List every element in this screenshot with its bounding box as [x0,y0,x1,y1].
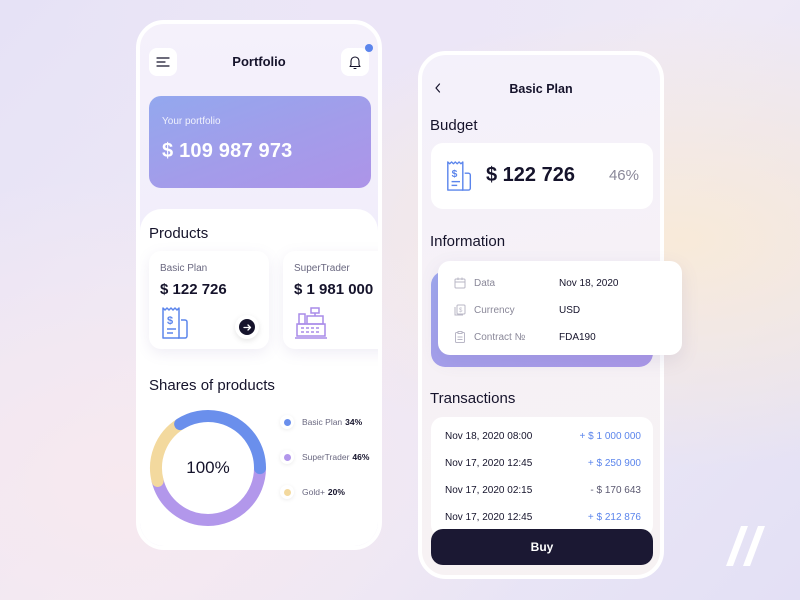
transaction-amount: + $ 212 876 [587,512,641,523]
receipt-icon: $ [447,161,472,191]
transactions-heading: Transactions [430,390,516,407]
product-value: $ 122 726 [160,281,227,298]
budget-value: $ 122 726 [486,164,575,186]
transaction-amount: - $ 170 643 [590,485,641,496]
portfolio-label: Your portfolio [162,116,221,127]
legend-item-gold: Gold+ 20% [280,484,369,500]
svg-text:$: $ [167,315,173,327]
transaction-date: Nov 17, 2020 12:45 [445,512,533,523]
page-title: Basic Plan [509,82,573,96]
bell-icon [349,56,361,70]
notification-badge [365,44,373,52]
donut-center-label: 100% [186,458,230,477]
buy-button[interactable]: Buy [431,529,653,565]
transaction-amount: + $ 1 000 000 [579,431,641,442]
svg-text:$: $ [452,169,458,180]
portfolio-value: $ 109 987 973 [162,140,293,162]
portfolio-header: Portfolio [149,44,373,78]
arrow-right-icon [242,323,251,331]
legend-dot [283,453,291,461]
product-value: $ 1 981 000 [294,281,374,298]
products-heading: Products [149,225,209,242]
legend-label: SuperTrader [302,452,350,462]
product-name: Basic Plan [160,263,208,274]
info-label: Contract № [474,331,526,343]
legend-dot [283,418,291,426]
legend-percent: 20% [327,487,345,497]
menu-button[interactable] [149,48,177,76]
cash-register-icon [295,307,327,339]
info-label: Currency [474,304,515,316]
info-value: Nov 18, 2020 [559,277,619,289]
product-card-basic-plan[interactable]: Basic Plan $ 122 726 $ [149,251,269,349]
portfolio-screen: Portfolio Your portfolio $ 109 987 973 P… [136,20,382,550]
page-title: Portfolio [232,54,286,69]
legend-item-basic-plan: Basic Plan 34% [280,414,369,430]
receipt-icon: $ [162,307,188,339]
legend-percent: 34% [345,417,363,427]
currency-icon: $ [454,304,466,316]
basic-plan-screen: Basic Plan Budget $ $ 122 726 46% Inform… [418,51,682,579]
info-label: Data [474,277,496,289]
transaction-amount: + $ 250 900 [587,458,641,469]
budget-percent: 46% [608,167,639,184]
transactions-list[interactable]: Nov 18, 2020 08:00 + $ 1 000 000 Nov 17,… [431,417,653,537]
clipboard-icon [455,331,465,343]
information-heading: Information [430,233,506,250]
portfolio-summary-card: Your portfolio $ 109 987 973 [149,96,371,188]
calendar-icon [454,277,466,289]
info-value: FDA190 [559,331,596,343]
information-card: Data Nov 18, 2020 $ Currency USD Contrac… [438,261,682,355]
transaction-row[interactable]: Nov 17, 2020 12:45 + $ 250 900 [445,458,641,472]
open-product-button[interactable] [235,315,259,339]
info-row-date: Data Nov 18, 2020 [454,275,619,291]
transaction-date: Nov 17, 2020 02:15 [445,485,533,496]
transaction-date: Nov 18, 2020 08:00 [445,431,533,442]
chevron-left-icon [435,83,441,93]
transaction-row[interactable]: Nov 17, 2020 12:45 + $ 212 876 [445,512,641,526]
shares-legend: Basic Plan 34% SuperTrader 46% Gold+ 20% [280,414,369,519]
legend-dot [283,488,291,496]
back-button[interactable] [434,81,442,96]
shares-heading: Shares of products [149,377,275,394]
product-name: SuperTrader [294,263,350,274]
legend-label: Gold+ [302,487,325,497]
notifications-button[interactable] [341,44,373,76]
info-row-contract: Contract № FDA190 [454,329,596,345]
legend-percent: 46% [352,452,370,462]
menu-icon [156,57,170,67]
svg-text:$: $ [459,308,463,314]
transaction-date: Nov 17, 2020 12:45 [445,458,533,469]
product-card-supertrader[interactable]: SuperTrader $ 1 981 000 [283,251,378,349]
transaction-row[interactable]: Nov 18, 2020 08:00 + $ 1 000 000 [445,431,641,445]
shares-donut-chart [150,409,266,526]
budget-heading: Budget [430,117,478,134]
portfolio-sheet: Products Basic Plan $ 122 726 $ SuperTra [140,209,378,546]
info-row-currency: $ Currency USD [454,302,580,318]
legend-label: Basic Plan [302,417,343,427]
legend-item-supertrader: SuperTrader 46% [280,449,369,465]
transaction-row[interactable]: Nov 17, 2020 02:15 - $ 170 643 [445,485,641,499]
info-value: USD [559,304,581,316]
brand-logo-icon [726,526,765,566]
budget-card: $ $ 122 726 46% [431,143,653,209]
